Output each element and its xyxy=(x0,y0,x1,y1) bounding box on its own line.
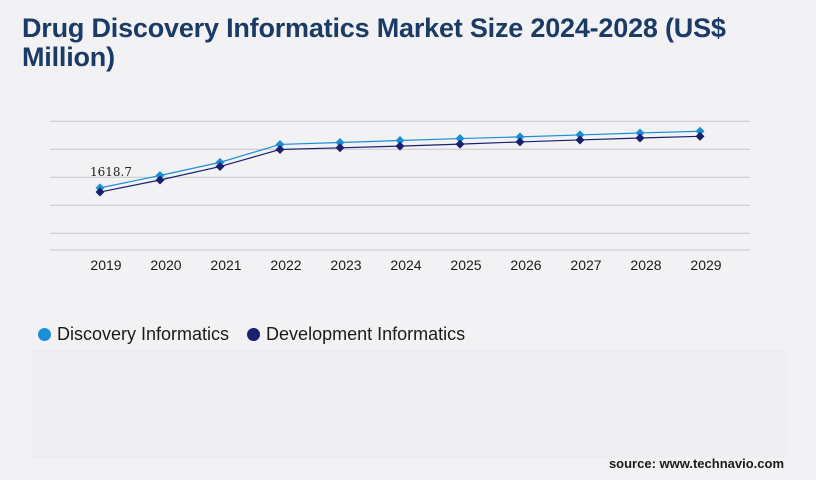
series-markers xyxy=(95,126,705,197)
legend-label-discovery: Discovery Informatics xyxy=(57,323,230,344)
x-tick-label: 2023 xyxy=(330,257,361,273)
data-point-development-2023[interactable] xyxy=(335,143,345,153)
data-label: 1618.7 xyxy=(90,165,132,179)
data-point-development-2025[interactable] xyxy=(455,139,465,149)
x-tick-label: 2025 xyxy=(450,257,481,273)
data-point-development-2026[interactable] xyxy=(515,137,525,147)
x-tick-label: 2028 xyxy=(630,257,661,273)
x-axis-ticks: 2019 2020 2021 2022 2023 2024 2025 2026 2027 2028… xyxy=(90,257,721,273)
x-tick-label: 2020 xyxy=(150,257,181,273)
data-point-discovery-2026[interactable] xyxy=(515,132,525,142)
data-point-discovery-2029[interactable] xyxy=(695,126,705,136)
legend-item-development[interactable]: Development Informatics xyxy=(247,324,465,345)
data-point-discovery-2024[interactable] xyxy=(395,136,405,146)
data-point-development-2019[interactable] xyxy=(95,187,105,197)
legend-marker-discovery xyxy=(38,327,51,341)
data-point-development-2020[interactable] xyxy=(155,175,165,185)
x-tick-label: 2019 xyxy=(90,257,121,273)
legend-marker-development xyxy=(247,327,261,341)
data-point-discovery-2023[interactable] xyxy=(335,137,345,147)
x-tick-label: 2024 xyxy=(390,257,421,273)
lower-panel xyxy=(32,350,788,458)
x-tick-label: 2022 xyxy=(270,257,301,273)
data-point-development-2021[interactable] xyxy=(215,162,225,172)
legend-label-development: Development Informatics xyxy=(266,323,466,344)
legend-item-discovery[interactable]: Discovery Informatics xyxy=(38,324,229,345)
data-point-development-2024[interactable] xyxy=(395,141,405,151)
data-point-discovery-2022[interactable] xyxy=(275,139,285,149)
data-point-discovery-2028[interactable] xyxy=(635,128,645,138)
data-point-development-2027[interactable] xyxy=(575,135,585,145)
line-chart: 1618.7 2019 2020 2021 2022 2023 2024 2025 2026 2… xyxy=(50,120,750,273)
data-point-development-2029[interactable] xyxy=(695,131,705,141)
chart-title: Drug Discovery Informatics Market Size 2… xyxy=(22,13,726,72)
x-tick-label: 2027 xyxy=(570,257,601,273)
x-tick-label: 2021 xyxy=(210,257,241,273)
gridlines xyxy=(50,120,750,251)
x-tick-label: 2026 xyxy=(510,257,541,273)
data-point-discovery-2027[interactable] xyxy=(575,130,585,140)
source-credit: source: www.technavio.com xyxy=(608,456,784,471)
data-point-development-2028[interactable] xyxy=(635,133,645,143)
data-point-discovery-2025[interactable] xyxy=(455,134,465,144)
legend: Discovery Informatics Development Inform… xyxy=(38,322,483,346)
data-point-development-2022[interactable] xyxy=(275,144,285,154)
x-tick-label: 2029 xyxy=(690,257,721,273)
data-labels: 1618.7 xyxy=(90,165,132,179)
